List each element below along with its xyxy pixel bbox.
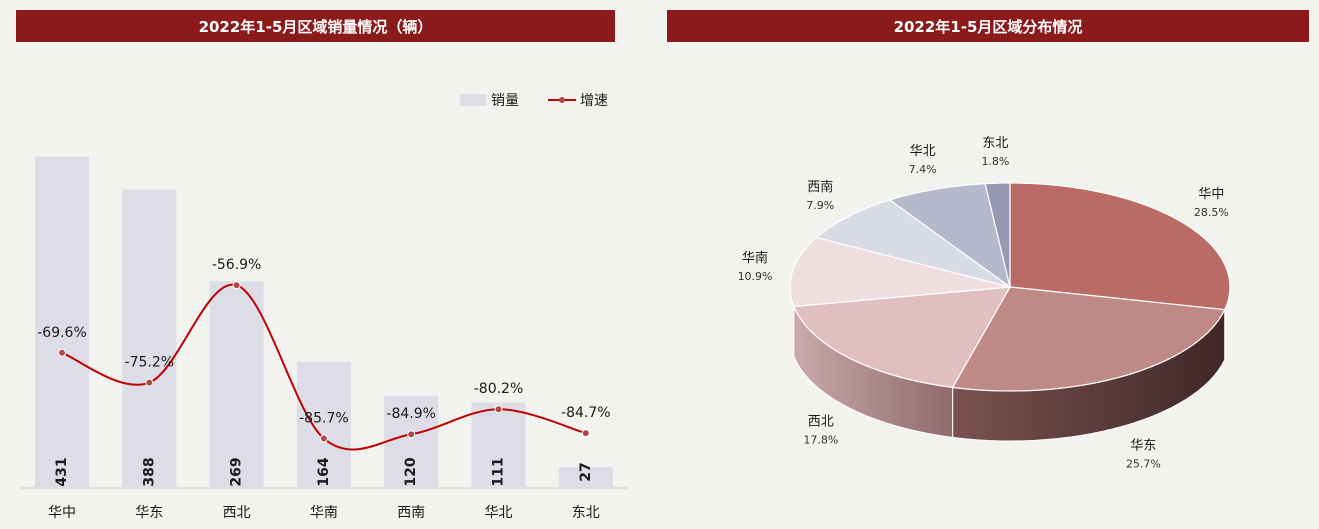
bar-value-label-0: 431 xyxy=(54,457,70,486)
growth-point-2 xyxy=(232,281,241,290)
category-label-6: 东北 xyxy=(572,505,600,521)
bar-5 xyxy=(471,402,526,488)
pie-slice-4 xyxy=(815,199,1011,288)
pie-slice-2 xyxy=(793,286,1012,389)
pie-label-3: 华南 xyxy=(742,250,768,266)
growth-label-2: -56.9% xyxy=(212,257,262,273)
growth-label-0: -69.6% xyxy=(37,325,87,341)
growth-label-1: -75.2% xyxy=(125,355,175,371)
bar-1 xyxy=(122,189,177,488)
category-label-2: 西北 xyxy=(223,505,251,521)
bar-2 xyxy=(209,281,264,488)
growth-point-1 xyxy=(145,378,154,387)
pie-percent-4: 7.9% xyxy=(806,199,834,212)
legend-line-label: 增速 xyxy=(580,93,608,109)
bar-6 xyxy=(558,467,613,488)
bar-value-label-2: 269 xyxy=(229,457,245,486)
pie-percent-6: 1.8% xyxy=(981,155,1009,168)
growth-point-4 xyxy=(407,430,416,439)
bar-value-label-6: 27 xyxy=(578,462,594,481)
bar-chart-title: 2022年1-5月区域销量情况（辆） xyxy=(16,10,615,42)
pie-label-2: 西北 xyxy=(808,414,834,429)
growth-label-6: -84.7% xyxy=(561,405,611,421)
pie-percent-2: 17.8% xyxy=(803,433,838,446)
distribution-pie-chart: 华中 28.5% 华东 25.7% 西北 17.8% 华南 10.9% 西南 7.9% 华北 7.4%… xyxy=(738,136,1231,470)
category-label-0: 华中 xyxy=(48,505,76,521)
bar-4 xyxy=(384,395,439,488)
pie-slice-6 xyxy=(984,182,1011,288)
pie-percent-3: 10.9% xyxy=(738,270,773,283)
bar-value-label-4: 120 xyxy=(403,457,419,486)
pie-slice-1 xyxy=(951,286,1226,392)
growth-point-5 xyxy=(494,405,503,414)
pie-label-6: 东北 xyxy=(982,136,1008,151)
category-label-1: 华东 xyxy=(135,505,163,521)
pie-slice-3 xyxy=(789,236,1011,308)
category-label-5: 华北 xyxy=(485,505,513,521)
category-label-4: 西南 xyxy=(397,505,425,521)
bar-value-label-1: 388 xyxy=(141,457,157,486)
legend-bar-label: 销量 xyxy=(491,93,519,109)
growth-label-3: -85.7% xyxy=(299,410,349,426)
category-label-3: 华南 xyxy=(310,505,338,521)
bar-value-label-3: 164 xyxy=(316,457,332,486)
sales-bar-chart: 431 华中 388 华东 269 西北 164 华南 120 西南 111 华北 27 东北 -69.6%… xyxy=(20,93,628,521)
pie-chart-title: 2022年1-5月区域分布情况 xyxy=(667,10,1309,42)
growth-label-4: -84.9% xyxy=(386,406,436,422)
growth-point-3 xyxy=(319,434,328,443)
bar-0 xyxy=(35,156,89,488)
bar-value-label-5: 111 xyxy=(491,457,507,486)
pie-label-5: 华北 xyxy=(910,144,936,159)
growth-label-5: -80.2% xyxy=(474,381,524,397)
pie-percent-1: 25.7% xyxy=(1126,457,1161,470)
bar-3 xyxy=(296,361,351,488)
pie-label-1: 华东 xyxy=(1130,438,1156,453)
pie-slice-0 xyxy=(1009,182,1231,311)
pie-percent-0: 28.5% xyxy=(1194,206,1229,219)
growth-point-6 xyxy=(581,429,590,438)
pie-label-4: 西南 xyxy=(807,179,833,195)
growth-point-0 xyxy=(58,348,66,357)
pie-label-0: 华中 xyxy=(1198,187,1224,202)
legend-line-marker xyxy=(559,97,565,103)
legend-bar-swatch xyxy=(460,94,486,106)
pie-percent-5: 7.4% xyxy=(909,163,937,176)
pie-slice-5 xyxy=(888,183,1011,289)
